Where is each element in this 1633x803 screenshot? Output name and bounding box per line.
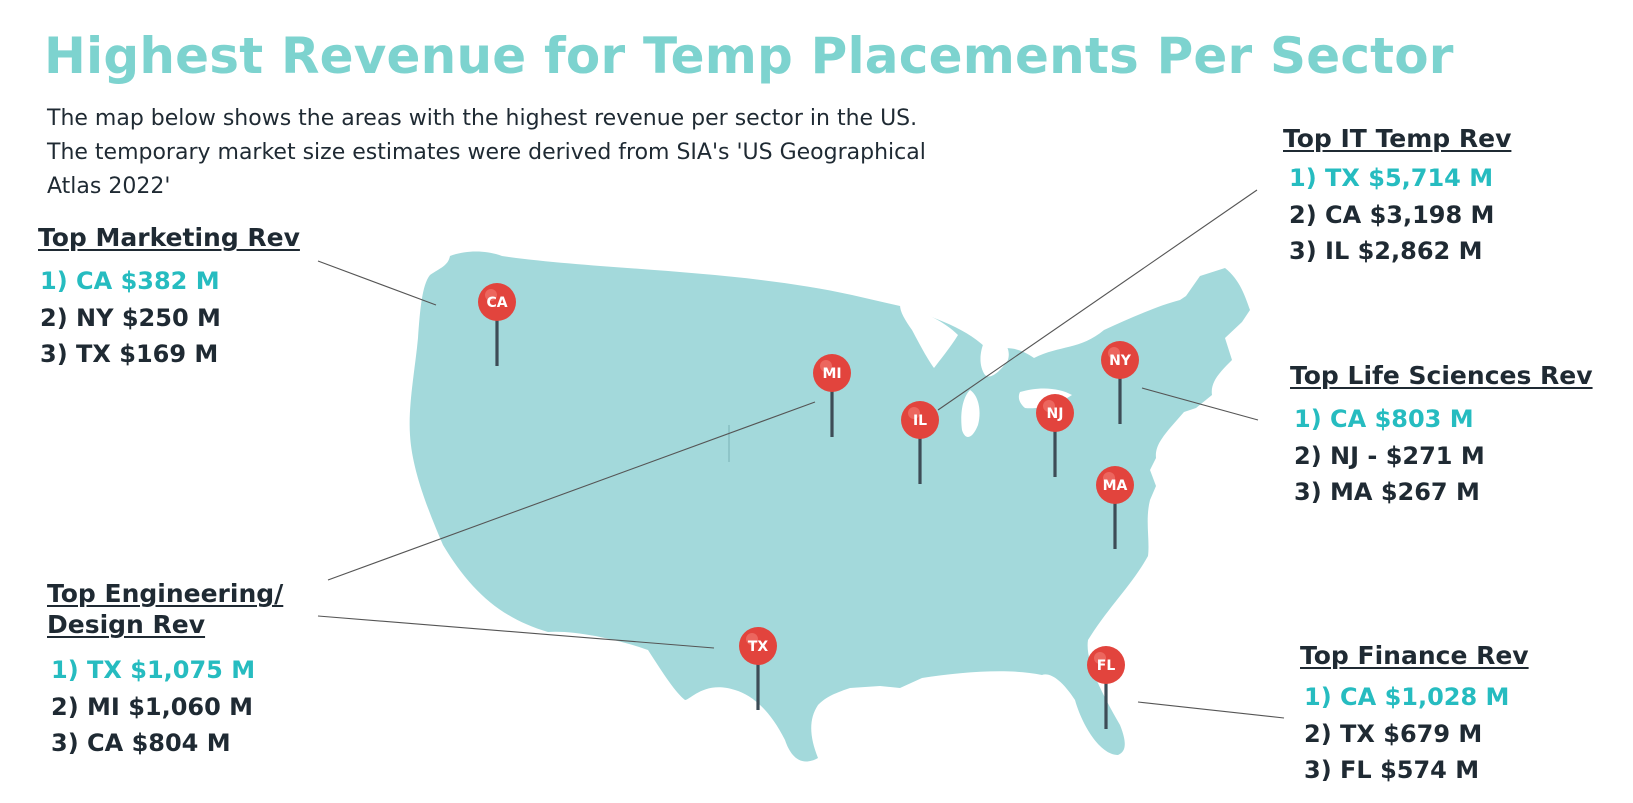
- sector-title: Top IT Temp Rev: [1283, 124, 1512, 153]
- sector-title-line-2: Design Rev: [47, 610, 206, 639]
- rank-item-1: 1) CA $803 M: [1294, 405, 1474, 433]
- sector-title: Top Marketing Rev: [38, 223, 300, 252]
- map-pin-icon: IL: [901, 401, 939, 484]
- pin-label-nj: NJ: [1047, 406, 1064, 422]
- leader-line-marketing: [317, 260, 437, 306]
- sector-marketing: Top Marketing Rev 1) CA $382 M 2) NY $25…: [38, 222, 300, 373]
- rank-list: 1) CA $382 M 2) NY $250 M 3) TX $169 M: [40, 263, 300, 373]
- rank-item-3: 3) CA $804 M: [51, 729, 231, 757]
- rank-item-3: 3) TX $169 M: [40, 340, 219, 368]
- sector-it: Top IT Temp Rev 1) TX $5,714 M 2) CA $3,…: [1283, 123, 1511, 270]
- pin-label-fl: FL: [1097, 658, 1116, 674]
- rank-item-2: 2) NJ - $271 M: [1294, 441, 1485, 470]
- pin-label-ca: CA: [486, 295, 507, 311]
- map-pin-icon: MA: [1096, 466, 1134, 549]
- rank-item-3: 3) MA $267 M: [1294, 478, 1480, 506]
- leader-line-engineering-tx: [317, 615, 715, 649]
- rank-item-2: 2) NY $250 M: [40, 303, 221, 332]
- sector-finance: Top Finance Rev 1) CA $1,028 M 2) TX $67…: [1300, 640, 1529, 789]
- map-pin-icon: NJ: [1036, 394, 1074, 477]
- rank-list: 1) TX $5,714 M 2) CA $3,198 M 3) IL $2,8…: [1289, 160, 1511, 270]
- rank-item-1: 1) CA $382 M: [40, 267, 220, 295]
- pin-label-il: IL: [913, 413, 927, 429]
- rank-item-1: 1) CA $1,028 M: [1304, 683, 1510, 711]
- page-title: Highest Revenue for Temp Placements Per …: [44, 27, 1454, 85]
- rank-list: 1) CA $803 M 2) NJ - $271 M 3) MA $267 M: [1294, 401, 1593, 511]
- us-map-shape: [409, 251, 1251, 762]
- intro-text: The map below shows the areas with the h…: [47, 106, 926, 199]
- rank-item-1: 1) TX $5,714 M: [1289, 164, 1494, 192]
- rank-item-2: 2) CA $3,198 M: [1289, 200, 1495, 229]
- leader-line-engineering-mi: [327, 401, 816, 581]
- pin-label-ma: MA: [1103, 478, 1128, 494]
- rank-item-2: 2) TX $679 M: [1304, 719, 1483, 748]
- leader-line-finance: [1137, 701, 1285, 719]
- map-pin-icon: FL: [1087, 646, 1125, 729]
- sector-title: Top Life Sciences Rev: [1290, 361, 1593, 390]
- map-pin-icon: NY: [1101, 341, 1139, 424]
- map-pin-icon: CA: [478, 283, 516, 366]
- leader-lines: [317, 189, 1285, 719]
- map-pin-icon: MI: [813, 354, 851, 437]
- sector-life-sciences: Top Life Sciences Rev 1) CA $803 M 2) NJ…: [1290, 360, 1593, 511]
- sector-engineering: Top Engineering/ Design Rev 1) TX $1,075…: [47, 578, 283, 762]
- rank-item-2: 2) MI $1,060 M: [51, 692, 254, 721]
- great-lakes: [900, 305, 1072, 437]
- rank-item-1: 1) TX $1,075 M: [51, 656, 256, 684]
- leader-line-life-sciences: [1141, 387, 1259, 421]
- rank-item-3: 3) IL $2,862 M: [1289, 237, 1483, 265]
- sector-title-line-1: Top Engineering/: [47, 579, 284, 608]
- pin-label-tx: TX: [748, 639, 769, 655]
- leader-line-it: [937, 189, 1258, 411]
- rank-item-3: 3) FL $574 M: [1304, 756, 1480, 784]
- pin-label-mi: MI: [822, 366, 841, 382]
- rank-list: 1) CA $1,028 M 2) TX $679 M 3) FL $574 M: [1304, 679, 1529, 789]
- sector-title: Top Finance Rev: [1300, 641, 1529, 670]
- map-pin-icon: TX: [739, 627, 777, 710]
- pin-label-ny: NY: [1109, 353, 1132, 369]
- rank-list: 1) TX $1,075 M 2) MI $1,060 M 3) CA $804…: [51, 652, 283, 762]
